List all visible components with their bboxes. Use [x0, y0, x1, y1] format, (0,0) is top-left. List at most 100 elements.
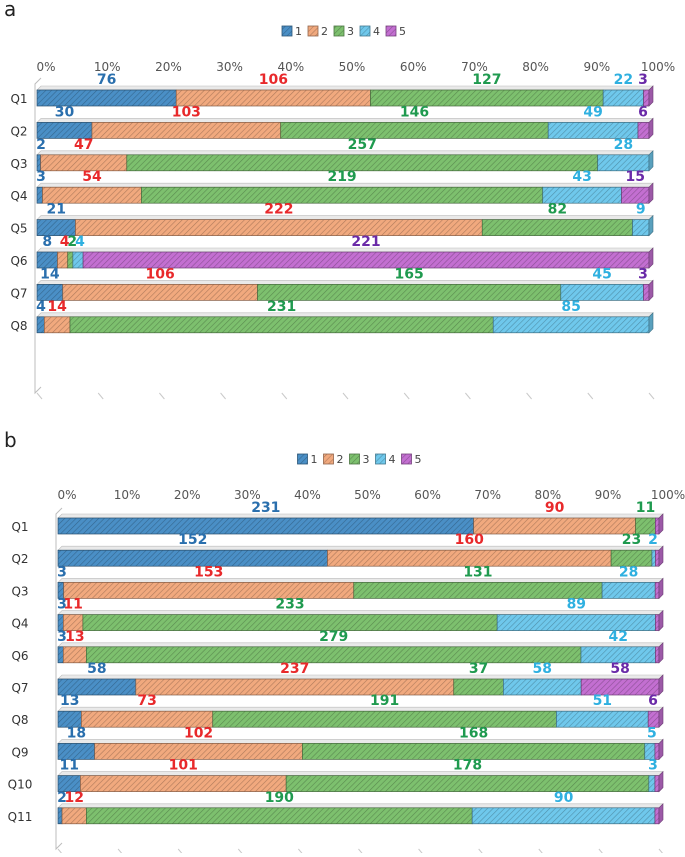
bar-segment-Q10-3 [285, 775, 650, 792]
x-tick-label: 80% [522, 60, 549, 74]
value-label-Q1-4: 22 [614, 72, 633, 88]
x-tick-label: 10% [94, 60, 121, 74]
value-label-Q3-2: 153 [194, 564, 223, 580]
panel-label: b [4, 428, 17, 452]
value-label-Q8-1: 4 [36, 299, 46, 315]
value-label-Q11-1: 2 [57, 790, 67, 806]
legend-swatch-1 [297, 453, 308, 465]
value-label-Q7-5: 3 [638, 266, 648, 282]
floor-gridline [36, 392, 43, 400]
floor-gridline [526, 392, 532, 400]
legend-swatch-3 [349, 453, 360, 465]
bar-segment-Q7-3 [453, 678, 504, 696]
x-tick-label: 50% [339, 60, 366, 74]
x-tick-label: 40% [277, 60, 304, 74]
x-tick-label: 90% [583, 60, 610, 74]
value-label-Q4-1: 3 [36, 169, 46, 185]
bar-end-cap [648, 150, 654, 172]
floor-gridline [648, 392, 655, 400]
value-label-Q10-1: 11 [59, 758, 78, 774]
value-label-Q4-4: 89 [567, 597, 586, 613]
bar-segment-Q2-5 [637, 122, 650, 139]
value-label-Q2-5: 6 [638, 104, 648, 120]
value-label-Q5-2: 222 [264, 202, 293, 218]
bar-end-cap [648, 85, 654, 107]
x-tick-label: 50% [354, 488, 381, 502]
floor-gridline [658, 848, 665, 856]
legend-swatch-5 [401, 453, 412, 465]
value-label-Q7-1: 58 [87, 661, 106, 677]
value-label-Q1-2: 90 [545, 500, 565, 516]
bar-top-face [57, 513, 664, 519]
bar-end-cap [658, 770, 664, 793]
x-tick-label: 80% [534, 488, 561, 502]
category-label-Q3: Q3 [11, 584, 28, 598]
bar-segment-Q2-2 [91, 122, 282, 139]
value-label-Q1-3: 11 [636, 500, 655, 516]
bar-segment-Q3-4 [601, 582, 656, 599]
bar-segment-Q4-4 [496, 614, 656, 631]
bar-segment-Q11-5 [654, 807, 660, 825]
value-label-Q6-5: 221 [351, 234, 380, 250]
bar-segment-Q11-4 [471, 807, 656, 825]
bar-segment-Q9-2 [94, 743, 303, 760]
bar-top-face [36, 280, 654, 285]
value-label-Q4-1: 3 [57, 597, 67, 613]
value-label-Q2-2: 103 [172, 104, 201, 120]
value-label-Q4-3: 233 [275, 597, 304, 613]
bar-segment-Q6-4 [72, 251, 84, 269]
bar-end-cap [658, 513, 664, 535]
legend-label-1: 1 [311, 453, 318, 466]
x-tick-label: 60% [414, 488, 441, 502]
floor-gridline [281, 392, 288, 400]
bar-top-face [36, 118, 654, 123]
bar-segment-Q2-1 [57, 549, 328, 567]
x-tick-label: 100% [651, 488, 685, 502]
bar-segment-Q6-1 [57, 646, 64, 664]
bar-segment-Q5-4 [632, 219, 650, 236]
legend-label-3: 3 [363, 453, 370, 466]
bar-end-cap [648, 117, 654, 140]
value-label-Q4-2: 54 [82, 169, 102, 185]
bar-segment-Q3-3 [126, 154, 599, 172]
category-label-Q4: Q4 [10, 189, 27, 203]
value-label-Q8-5: 6 [648, 693, 658, 709]
bar-top-face [57, 771, 664, 776]
category-label-Q1: Q1 [11, 520, 28, 534]
category-label-Q9: Q9 [11, 745, 28, 759]
floor-gridline [342, 392, 349, 400]
value-label-Q1-2: 106 [259, 72, 288, 88]
bar-end-cap [658, 642, 664, 664]
bar-top-face [57, 642, 664, 648]
bar-segment-Q5-3 [481, 219, 633, 236]
axis-wall [34, 77, 42, 395]
value-label-Q5-1: 21 [46, 202, 65, 218]
x-tick-label: 30% [234, 488, 261, 502]
category-label-Q3: Q3 [10, 157, 27, 171]
value-label-Q4-2: 11 [63, 597, 82, 613]
value-label-Q1-3: 127 [472, 72, 501, 88]
x-tick-label: 100% [641, 60, 675, 74]
value-label-Q11-4: 90 [554, 790, 574, 806]
category-label-Q2: Q2 [11, 552, 28, 566]
category-label-Q6: Q6 [11, 649, 28, 663]
bar-segment-Q8-3 [69, 316, 494, 334]
bar-segment-Q8-4 [492, 316, 650, 334]
floor-gridline [538, 848, 545, 856]
value-label-Q8-1: 13 [60, 693, 79, 709]
bar-segment-Q1-1 [57, 517, 475, 535]
bar-segment-Q8-4 [556, 710, 649, 728]
bar-end-cap [658, 674, 664, 696]
value-label-Q2-2: 160 [455, 532, 484, 548]
legend-label-5: 5 [415, 453, 422, 466]
bar-segment-Q11-3 [86, 807, 473, 825]
bar-segment-Q7-5 [643, 284, 650, 301]
axis-wall [55, 507, 63, 851]
bar-top-face [57, 545, 664, 551]
bar-segment-Q8-3 [212, 710, 557, 728]
legend-swatch-3 [333, 25, 345, 37]
value-label-Q7-2: 237 [280, 661, 309, 677]
bar-segment-Q4-1 [36, 186, 43, 204]
x-tick-label: 0% [57, 488, 76, 502]
